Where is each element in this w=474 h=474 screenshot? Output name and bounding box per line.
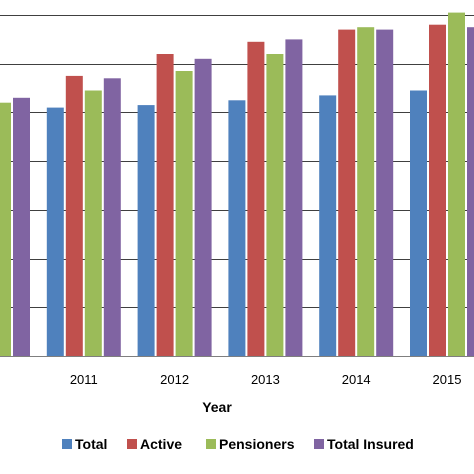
- bar-total-2014: [319, 95, 337, 357]
- bar-total-insured-2013: [285, 39, 303, 357]
- bar-total-insured-2014: [376, 29, 394, 356]
- bar-pensioners-2012: [175, 71, 193, 356]
- legend-swatch-total: [62, 439, 72, 449]
- bar-total-2015: [410, 90, 427, 356]
- legend-swatch-total-insured: [314, 439, 324, 449]
- bar-active-2011: [65, 75, 83, 357]
- legend-label-total: Total: [75, 436, 107, 452]
- bar-pensioners-2015: [448, 12, 465, 356]
- legend-swatch-active: [127, 439, 137, 449]
- legend-label-total-insured: Total Insured: [327, 436, 414, 452]
- x-tick-label: 2012: [160, 372, 189, 387]
- legend-label-pensioners: Pensioners: [219, 436, 295, 452]
- bar-total-2011: [46, 107, 64, 356]
- bar-pensioners-2013: [266, 54, 284, 356]
- bar-total-insured-2012: [194, 58, 212, 357]
- bar-total-insured-2011: [103, 78, 121, 357]
- legend-label-active: Active: [140, 436, 182, 452]
- bar-total-insured-2015: [467, 27, 474, 356]
- legend-swatch-pensioners: [206, 439, 216, 449]
- bar-total-2012: [137, 105, 155, 356]
- x-axis-title: Year: [202, 399, 232, 415]
- x-tick-label: 2015: [433, 372, 462, 387]
- bar-active-2013: [247, 41, 265, 357]
- bar-pensioners-2014: [357, 27, 375, 356]
- bar-active-2014: [338, 29, 356, 356]
- bar-active-2012: [156, 54, 174, 356]
- bars: [0, 12, 474, 357]
- x-tick-label: 2013: [251, 372, 280, 387]
- bar-pensioners-2010: [0, 102, 11, 356]
- x-tick-label: 2011: [70, 372, 98, 387]
- bar-pensioners-2011: [84, 90, 102, 356]
- x-tick-labels: 1020112012201320142015: [0, 372, 461, 387]
- bar-total-2013: [228, 100, 246, 357]
- legend: Total Active Pensioners Total Insured: [62, 436, 414, 452]
- x-tick-label: 2014: [342, 372, 371, 387]
- bar-active-2015: [429, 24, 446, 356]
- bar-total-insured-2010: [13, 97, 30, 357]
